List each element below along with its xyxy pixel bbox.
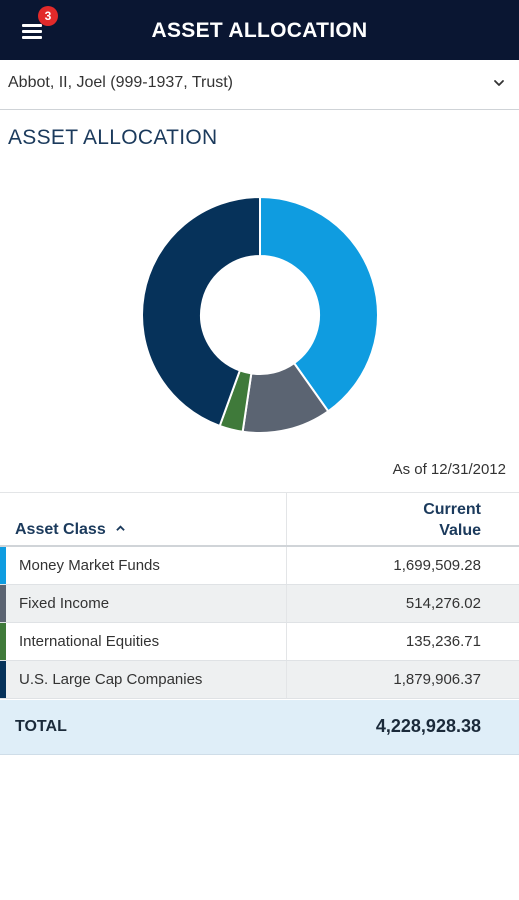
asset-class-name: International Equities [19,633,160,650]
hamburger-menu-icon [22,24,42,27]
color-swatch [0,547,6,584]
column-divider [286,547,287,584]
chevron-down-icon [494,80,504,86]
hamburger-menu-icon-bar [22,36,42,39]
allocation-table: Asset Class Current Value Money Market F… [0,492,519,699]
total-label: TOTAL [15,718,67,735]
asset-class-name: Fixed Income [19,595,110,612]
asset-class-header-label: Asset Class [15,521,106,538]
table-row[interactable]: Fixed Income 514,276.02 [0,585,519,623]
table-header: Asset Class Current Value [0,492,519,547]
sort-ascending-icon [116,525,125,531]
column-divider [286,661,287,698]
table-row[interactable]: International Equities 135,236.71 [0,623,519,661]
current-value: 1,879,906.37 [393,671,481,688]
donut-slice-money-market-funds[interactable] [259,196,379,413]
current-value-header-line1: Current [423,501,481,518]
table-row[interactable]: Money Market Funds 1,699,509.28 [0,547,519,585]
asset-class-column-header[interactable]: Asset Class [15,521,125,539]
total-row: TOTAL 4,228,928.38 [0,700,519,755]
hamburger-menu-icon-bar [22,30,42,33]
current-value: 135,236.71 [405,633,481,650]
column-divider [286,585,287,622]
current-value-header-line2: Value [439,522,481,539]
top-app-bar: 3 ASSET ALLOCATION [0,0,519,60]
page-title: ASSET ALLOCATION [151,19,368,42]
total-value: 4,228,928.38 [375,716,481,736]
asset-allocation-donut-chart [141,196,379,434]
account-selected-value: Abbot, II, Joel (999-1937, Trust) [8,74,234,91]
current-value: 1,699,509.28 [393,557,481,574]
current-value: 514,276.02 [405,595,481,612]
color-swatch [0,585,6,622]
current-value-column-header[interactable]: Current Value [423,499,481,541]
section-title: ASSET ALLOCATION [8,126,218,149]
menu-button[interactable] [22,22,44,40]
color-swatch [0,623,6,660]
asset-class-name: U.S. Large Cap Companies [19,671,203,688]
column-divider [286,623,287,660]
column-divider [286,493,287,545]
asset-class-name: Money Market Funds [19,557,160,574]
donut-slice-u-s-large-cap-companies[interactable] [141,196,261,428]
notification-badge[interactable]: 3 [38,6,58,26]
table-row[interactable]: U.S. Large Cap Companies 1,879,906.37 [0,661,519,699]
account-dropdown[interactable]: Abbot, II, Joel (999-1937, Trust) [0,60,519,110]
as-of-date: As of 12/31/2012 [392,461,506,478]
color-swatch [0,661,6,698]
